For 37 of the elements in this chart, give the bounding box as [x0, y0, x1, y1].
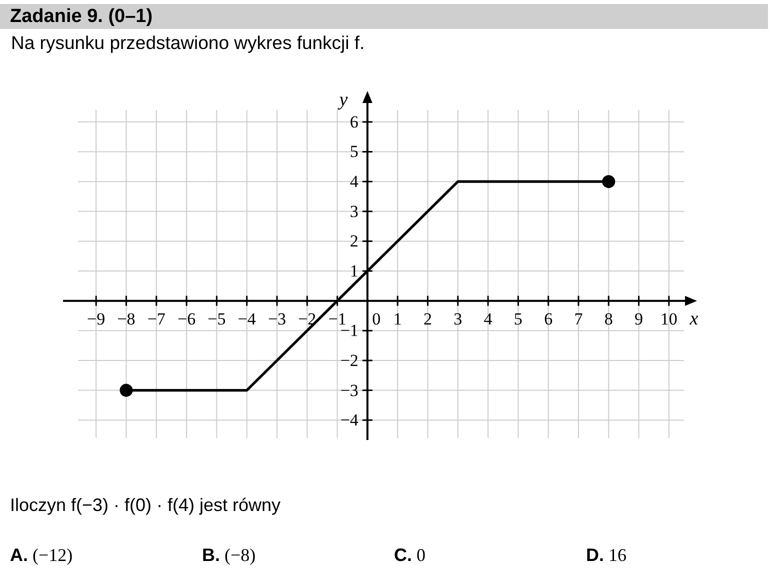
- text: B. (−8): [202, 545, 256, 565]
- x-tick-label: 2: [423, 309, 432, 328]
- x-axis-title: x: [688, 308, 699, 330]
- x-tick-label: 6: [544, 309, 553, 328]
- text: A. (−12): [10, 545, 73, 565]
- x-tick-label: −6: [177, 309, 196, 328]
- y-axis-title: y: [337, 90, 348, 110]
- text: C. 0: [394, 545, 426, 565]
- chart-title: Zadanie 9. (0–1): [0, 4, 768, 29]
- y-tick-label: 2: [350, 232, 358, 251]
- x-tick-label: −7: [147, 309, 166, 328]
- x-tick-label: 3: [454, 309, 462, 328]
- x-tick-label: 9: [634, 309, 644, 328]
- x-tick-label: −1: [328, 309, 346, 328]
- chart-subtitle: Na rysunku przedstawiono wykres funkcji f.: [11, 31, 365, 55]
- x-tick-label: 0: [372, 309, 381, 328]
- y-tick-label: 4: [350, 172, 359, 192]
- x-tick-label: −3: [268, 309, 286, 328]
- x-tick-label: 5: [514, 309, 522, 328]
- y-tick-label: −2: [340, 350, 358, 370]
- y-tick-label: 1: [350, 262, 358, 281]
- y-tick-label: 3: [350, 202, 358, 221]
- x-tick-label: −8: [117, 309, 136, 328]
- y-tick-label: −3: [340, 380, 358, 400]
- x-tick-label: 4: [484, 309, 493, 328]
- x-tick-label: −9: [87, 309, 106, 328]
- x-tick-label: −4: [238, 309, 256, 328]
- x-tick-label: 10: [660, 309, 678, 328]
- y-tick-label: 5: [350, 142, 358, 162]
- text: Iloczyn f(−3) · f(0) · f(4) jest równy: [10, 494, 281, 517]
- x-tick-label: 8: [604, 309, 613, 328]
- x-tick-label: −5: [208, 309, 226, 328]
- y-tick-label: −4: [340, 410, 359, 430]
- y-tick-label: 6: [350, 112, 358, 132]
- x-tick-label: 1: [393, 309, 402, 328]
- x-tick-label: 7: [574, 309, 584, 328]
- text: D. 16: [586, 545, 626, 565]
